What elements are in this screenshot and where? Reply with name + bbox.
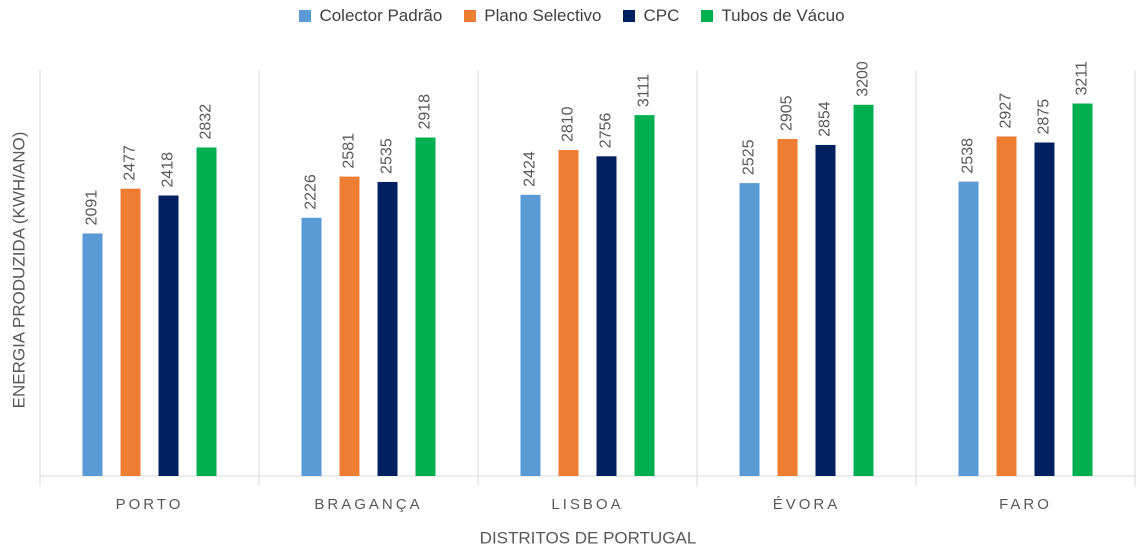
data-label: 2226 (303, 174, 320, 210)
bar (196, 147, 217, 476)
bar (1034, 142, 1055, 476)
data-label: 2424 (522, 151, 539, 187)
legend-label: CPC (643, 6, 680, 25)
data-label: 2905 (779, 95, 796, 131)
x-axis-title: DISTRITOS DE PORTUGAL (480, 528, 697, 547)
x-tick-label: LISBOA (551, 496, 623, 513)
legend-label: Colector Padrão (319, 6, 443, 25)
data-label: 3211 (1074, 61, 1091, 96)
bar (1072, 103, 1093, 477)
data-label: 2477 (122, 145, 139, 181)
legend-label: Tubos de Vácuo (721, 6, 845, 25)
data-label: 2538 (960, 138, 977, 174)
bar (377, 181, 398, 476)
data-label: 3111 (636, 74, 653, 107)
data-label: 2832 (198, 104, 215, 140)
legend-item: Plano Selectivo (464, 6, 601, 26)
x-tick-label: FARO (999, 496, 1052, 513)
bar (596, 156, 617, 476)
legend-item: Colector Padrão (299, 6, 442, 26)
legend-item: Tubos de Vácuo (701, 6, 845, 26)
bar (339, 176, 360, 476)
data-label: 2854 (817, 101, 834, 137)
data-label: 2091 (84, 190, 101, 226)
bar (301, 217, 322, 476)
data-label: 2535 (379, 138, 396, 174)
legend-item: CPC (623, 6, 679, 26)
legend-swatch (299, 10, 312, 22)
bar (958, 181, 979, 477)
bar (415, 137, 436, 476)
bar (739, 183, 760, 476)
x-tick-label: ÉVORA (773, 496, 841, 513)
bar (158, 195, 179, 476)
data-label: 2810 (560, 106, 577, 142)
bar (82, 233, 103, 476)
data-label: 2581 (341, 133, 358, 169)
legend-swatch (623, 10, 636, 22)
bar (120, 188, 141, 476)
bar (853, 104, 874, 477)
data-label: 2927 (998, 93, 1015, 129)
legend-swatch (464, 10, 477, 22)
legend-swatch (701, 10, 714, 22)
data-label: 2525 (741, 139, 758, 175)
legend-label: Plano Selectivo (484, 6, 602, 25)
bar (996, 136, 1017, 476)
y-axis-title: ENERGIA PRODUZIDA (KWH/ANO) (9, 132, 28, 409)
bar (558, 150, 579, 477)
x-tick-label: PORTO (116, 496, 184, 513)
data-label: 2756 (598, 113, 615, 149)
bar (815, 144, 836, 476)
bar (634, 115, 655, 477)
data-label: 2418 (160, 152, 177, 188)
data-label: 3200 (855, 61, 872, 97)
legend: Colector Padrão Plano Selectivo CPC Tubos d… (0, 6, 1144, 26)
bar (777, 139, 798, 476)
bar (520, 194, 541, 477)
data-label: 2918 (417, 94, 434, 130)
data-label: 2875 (1036, 99, 1053, 135)
x-tick-label: BRAGANÇA (314, 496, 422, 513)
